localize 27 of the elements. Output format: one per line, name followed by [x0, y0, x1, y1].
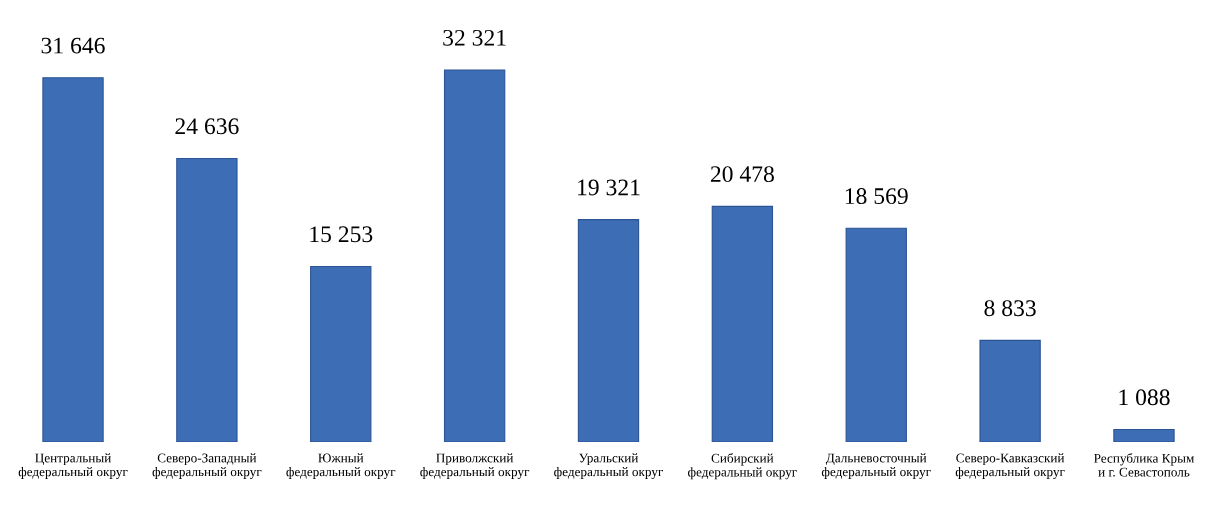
- data-label: 19 321: [578, 179, 640, 196]
- x-tick-label: Центральный федеральный округ: [18, 453, 128, 479]
- x-tick-label: Северо-Западный федеральный округ: [152, 453, 262, 479]
- x-tick-label: Северо-Кавказский федеральный округ: [955, 453, 1065, 479]
- bar: [711, 205, 774, 443]
- x-tick-label: Приволжский федеральный округ: [420, 453, 530, 479]
- data-label: 24 636: [175, 118, 239, 135]
- x-tick-label: Сибирский федеральный округ: [688, 453, 797, 480]
- data-label: 32 321: [443, 29, 506, 46]
- data-label: 20 478: [710, 166, 774, 183]
- data-label: 18 569: [845, 188, 908, 205]
- data-label: 1 088: [1119, 389, 1170, 406]
- bar: [443, 69, 506, 443]
- data-label: 15 253: [310, 226, 373, 243]
- data-label: 8 833: [984, 300, 1036, 317]
- bar: [577, 219, 640, 443]
- bar: [845, 227, 907, 443]
- x-tick-label: Южный федеральный округ: [286, 453, 396, 479]
- bar: [176, 157, 238, 443]
- bar: [1113, 428, 1175, 443]
- x-tick-label: Республика Крым и г. Севастополь: [1094, 453, 1195, 477]
- bar: [310, 265, 372, 443]
- bar: [979, 339, 1041, 443]
- x-tick-label: Дальневосточный федеральный округ: [821, 453, 931, 479]
- x-tick-label: Уральский федеральный округ: [554, 453, 663, 479]
- data-label: 31 646: [41, 37, 105, 54]
- bar: [42, 77, 104, 443]
